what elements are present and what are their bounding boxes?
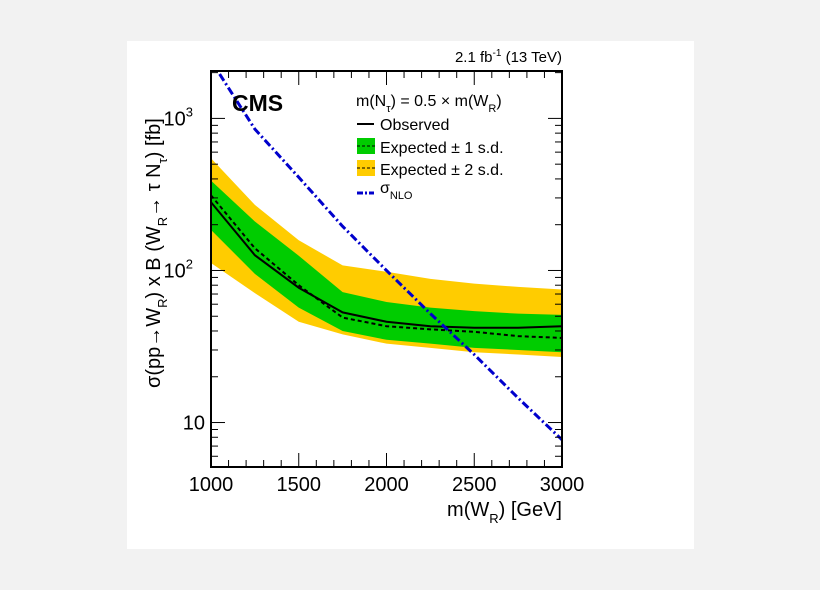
x-tick-label: 2000 [364, 474, 409, 496]
x-tick-label: 2500 [452, 474, 497, 496]
expected-line [211, 194, 562, 339]
y-tick-label: 10 [183, 413, 205, 435]
lumi-label: 2.1 fb-1 (13 TeV) [455, 48, 562, 66]
sigma-nlo-line [215, 71, 562, 441]
band-1sd [211, 180, 562, 353]
legend-2sd-label: Expected ± 2 s.d. [380, 162, 504, 179]
legend: Observed Expected ± 1 s.d. Expected ± 2 … [357, 117, 504, 202]
y-axis-title: σ(pp→WR) x B (WR→ τ Nτ) [fb] [143, 118, 170, 388]
legend-1sd-label: Expected ± 1 s.d. [380, 140, 504, 157]
observed-line [211, 201, 562, 329]
condition-label: m(Nτ) = 0.5 × m(WR) [356, 93, 502, 115]
y-tick-label: 103 [164, 104, 193, 130]
legend-1sd-swatch [357, 138, 375, 154]
legend-observed-label: Observed [380, 117, 449, 134]
legend-2sd-swatch [357, 160, 375, 176]
cms-label: CMS [232, 90, 283, 116]
x-tick-label: 3000 [540, 474, 585, 496]
legend-nlo-label: σNLO [380, 180, 413, 202]
x-axis-title: m(WR) [GeV] [447, 499, 562, 526]
x-tick-label: 1000 [189, 474, 234, 496]
y-tick-label: 102 [164, 256, 193, 282]
x-tick-label: 1500 [277, 474, 322, 496]
